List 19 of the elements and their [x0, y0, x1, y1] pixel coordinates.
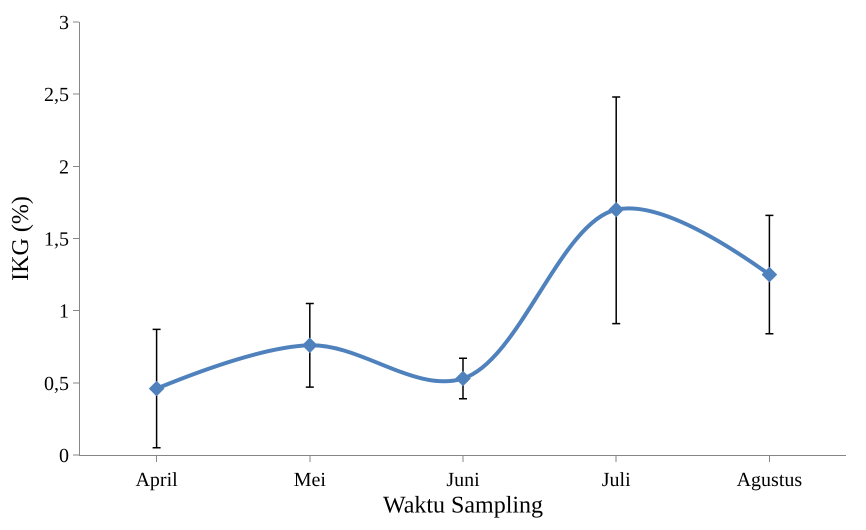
y-tick-label: 3: [59, 12, 69, 34]
y-tick-label: 0,5: [44, 372, 69, 395]
point: [762, 266, 778, 282]
y-tick-label: 1: [59, 300, 69, 323]
y-tick-label: 0: [59, 445, 69, 467]
x-axis-title: Waktu Sampling: [382, 492, 544, 518]
y-tick-label: 2: [59, 156, 69, 178]
point: [302, 338, 318, 354]
y-axis-title: IKG (%): [8, 196, 34, 281]
x-tick-label: Juni: [446, 469, 480, 491]
point: [148, 380, 164, 396]
point: [455, 370, 471, 386]
y-tick-label: 1,5: [44, 228, 69, 250]
x-tick-label: April: [135, 469, 178, 491]
x-tick-label: Agustus: [736, 469, 802, 491]
y-tick-label: 2,5: [44, 84, 69, 106]
x-tick-label: Mei: [294, 469, 326, 491]
x-tick-label: Juli: [602, 469, 632, 491]
point: [608, 202, 624, 218]
